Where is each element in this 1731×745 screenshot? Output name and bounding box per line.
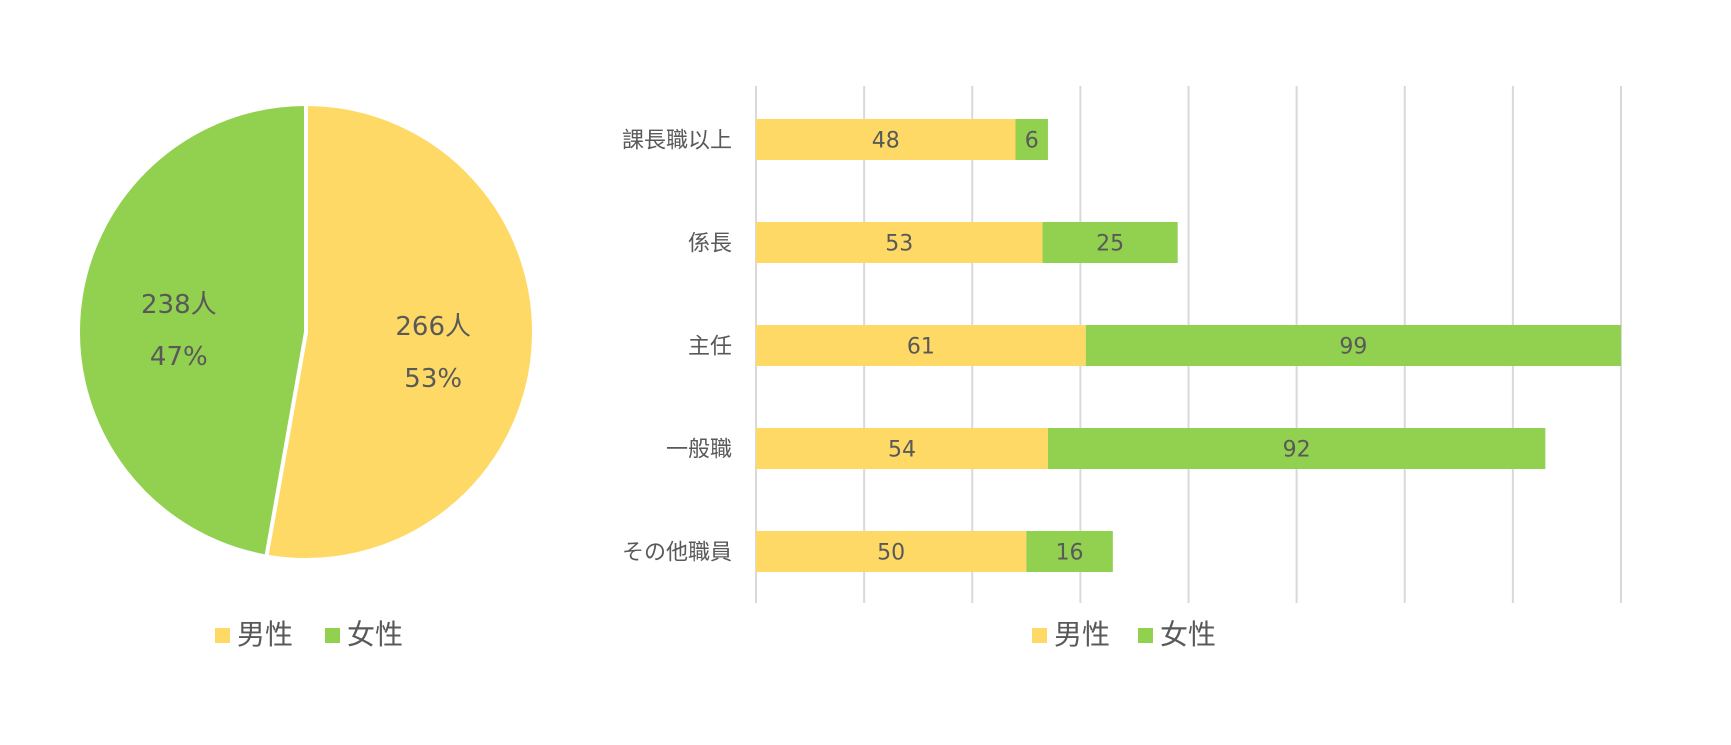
bar-value-label-female: 25 [1096,232,1124,257]
bar-segment-female [1026,531,1113,572]
bar-legend: 男性 女性 [1032,618,1216,651]
bar-segment-male [756,119,1016,160]
legend-swatch-male [1032,628,1047,643]
bar-value-label-male: 53 [885,232,913,257]
legend-label-male: 男性 [237,618,293,651]
bar-value-label-female: 6 [1025,129,1039,154]
pie-chart: 266人 53% 238人 47% [76,101,536,562]
bar-value-label-male: 48 [872,129,900,154]
bar-segment-female [1042,222,1178,263]
bar-segment-female [1047,428,1546,469]
pie-legend: 男性 女性 [215,618,403,651]
bar-segment-female [1015,119,1048,160]
pie-slice-male [264,101,536,562]
bar-value-label-female: 92 [1283,438,1311,463]
legend-swatch-female [1138,628,1153,643]
pie-slice-female [76,101,308,559]
pie-percent-label-female: 47% [150,342,208,372]
bar-segment-male [756,222,1043,263]
bar-segment-male [756,531,1027,572]
bar-segment-male [756,325,1086,366]
legend-swatch-male [215,628,230,643]
bar-value-label-male: 61 [907,335,935,360]
legend-label-female: 女性 [1160,618,1216,651]
bar-value-label-female: 16 [1056,541,1084,566]
category-label: 一般職 [666,438,732,463]
bar-value-label-male: 50 [877,541,905,566]
category-label: その他職員 [622,541,732,566]
pie-value-label-female: 238人 [141,290,217,320]
category-label: 係長 [688,232,732,257]
category-label: 課長職以上 [622,129,732,154]
legend-label-female: 女性 [347,618,403,651]
bar-segment-male [756,428,1048,469]
legend-label-male: 男性 [1054,618,1110,651]
bar-segment-female [1085,325,1621,366]
pie-value-label-male: 266人 [395,312,471,342]
bar-value-label-female: 99 [1339,335,1367,360]
bar-segments: 48 6 53 25 61 99 54 92 50 16 [756,119,1621,572]
category-label: 主任 [688,335,732,360]
bar-value-label-male: 54 [888,438,916,463]
legend-swatch-female [325,628,340,643]
pie-percent-label-male: 53% [404,364,462,394]
